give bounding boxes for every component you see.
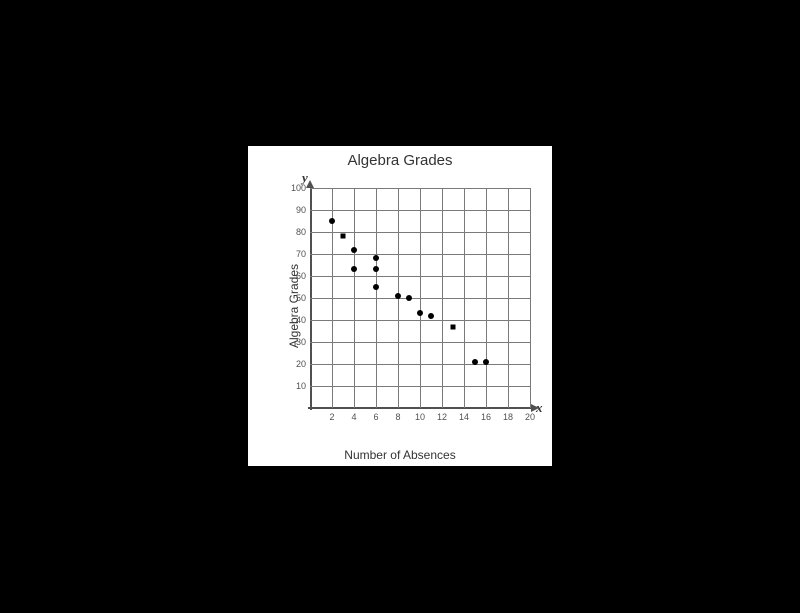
y-tick-label: 70 <box>286 249 306 259</box>
data-point <box>373 266 379 272</box>
grid-line-h <box>310 188 530 189</box>
x-tick-label: 6 <box>373 412 378 422</box>
x-axis-line <box>308 407 534 409</box>
data-point <box>395 293 401 299</box>
y-tick-label: 20 <box>286 359 306 369</box>
data-point <box>351 247 357 253</box>
chart-container: Algebra Grades Algebra Grades Number of … <box>248 146 552 466</box>
grid-line-h <box>310 364 530 365</box>
grid-line-h <box>310 320 530 321</box>
x-tick-label: 2 <box>329 412 334 422</box>
data-point <box>472 359 478 365</box>
grid-line-h <box>310 254 530 255</box>
y-tick-label: 30 <box>286 337 306 347</box>
grid-line-h <box>310 276 530 277</box>
grid-line-h <box>310 232 530 233</box>
grid-line-h <box>310 386 530 387</box>
x-tick-label: 14 <box>459 412 469 422</box>
data-point <box>406 295 412 301</box>
x-tick-label: 4 <box>351 412 356 422</box>
y-tick-label: 40 <box>286 315 306 325</box>
data-point <box>451 324 456 329</box>
y-tick-label: 50 <box>286 293 306 303</box>
data-point <box>341 234 346 239</box>
x-tick-label: 16 <box>481 412 491 422</box>
y-tick-label: 80 <box>286 227 306 237</box>
x-tick-label: 12 <box>437 412 447 422</box>
y-tick-label: 100 <box>286 183 306 193</box>
data-point <box>329 218 335 224</box>
y-tick-label: 90 <box>286 205 306 215</box>
grid-line-v <box>530 188 531 408</box>
data-point <box>373 284 379 290</box>
data-point <box>417 310 423 316</box>
x-tick-label: 10 <box>415 412 425 422</box>
x-tick-label: 20 <box>525 412 535 422</box>
x-tick-label: 8 <box>395 412 400 422</box>
chart-title: Algebra Grades <box>248 152 552 169</box>
y-tick-label: 60 <box>286 271 306 281</box>
data-point <box>483 359 489 365</box>
data-point <box>373 255 379 261</box>
x-tick-label: 18 <box>503 412 513 422</box>
x-axis-label: Number of Absences <box>248 448 552 462</box>
data-point <box>428 313 434 319</box>
grid-line-h <box>310 342 530 343</box>
plot-area: y x 246810121416182010203040506070809010… <box>310 188 530 408</box>
y-tick-label: 10 <box>286 381 306 391</box>
grid-line-h <box>310 298 530 299</box>
grid-line-h <box>310 210 530 211</box>
data-point <box>351 266 357 272</box>
